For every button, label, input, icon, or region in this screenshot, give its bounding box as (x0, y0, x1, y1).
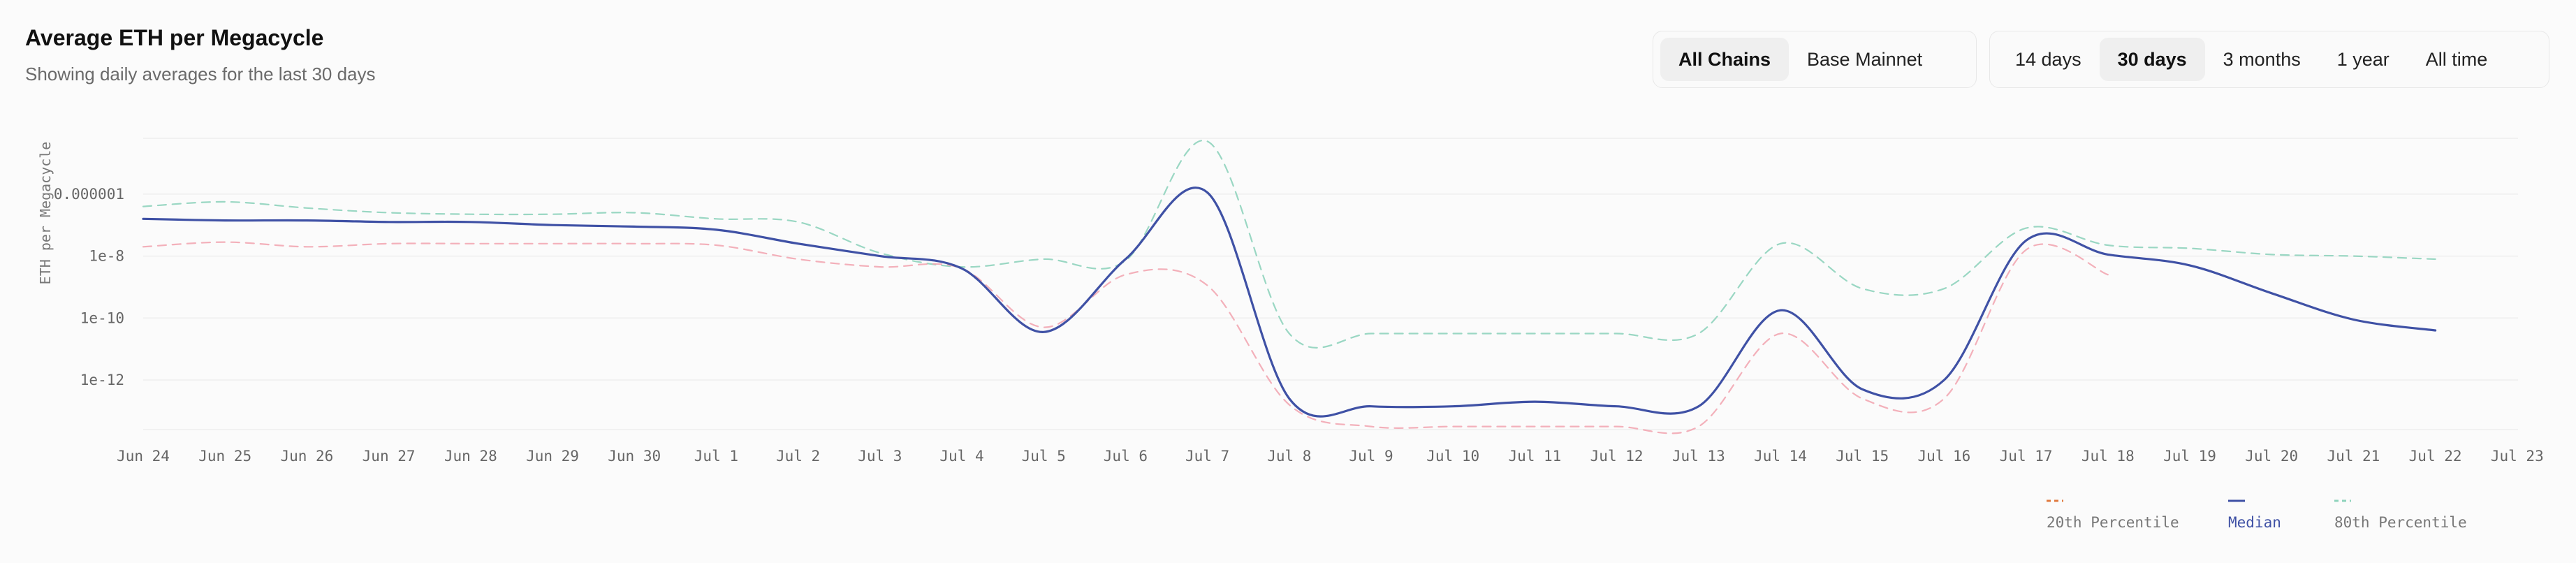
y-axis: 0.000001 1e-8 1e-10 1e-12 ETH per Megacycle (37, 142, 124, 388)
x-axis: Jun 24 Jun 25 Jun 26 Jun 27 Jun 28 Jun 29 Jun … (117, 448, 2544, 465)
x-tick-label: Jul 6 (1104, 448, 1148, 465)
y-tick-label: 1e-12 (80, 372, 124, 388)
x-tick-label: Jul 17 (2000, 448, 2053, 465)
chart-header: Average ETH per Megacycle Showing daily … (25, 25, 376, 85)
chart-subtitle: Showing daily averages for the last 30 d… (25, 64, 376, 85)
range-option-14-days[interactable]: 14 days (2015, 49, 2081, 70)
x-tick-label: Jul 5 (1022, 448, 1066, 465)
x-tick-label: Jun 30 (608, 448, 661, 465)
chain-option-all-chains[interactable]: All Chains (1660, 38, 1790, 81)
chain-filter: All Chains Base Mainnet (1653, 31, 1977, 88)
series-line-p20 (142, 241, 2109, 434)
y-axis-label: ETH per Megacycle (37, 142, 54, 285)
x-tick-label: Jun 26 (280, 448, 333, 465)
x-tick-label: Jul 11 (1508, 448, 1561, 465)
x-tick-label: Jul 7 (1185, 448, 1229, 465)
x-tick-label: Jul 20 (2245, 448, 2298, 465)
x-tick-label: Jun 27 (363, 448, 416, 465)
y-tick-label: 0.000001 (54, 186, 124, 203)
x-tick-label: Jul 2 (776, 448, 820, 465)
x-tick-label: Jul 4 (939, 448, 983, 465)
x-tick-label: Jul 10 (1426, 448, 1479, 465)
x-tick-label: Jul 19 (2163, 448, 2216, 465)
x-tick-label: Jul 16 (1917, 448, 1970, 465)
chart-title: Average ETH per Megacycle (25, 25, 324, 50)
x-tick-label: Jun 24 (117, 448, 170, 465)
x-tick-label: Jul 1 (694, 448, 738, 465)
x-tick-label: Jul 3 (858, 448, 902, 465)
grid-lines (143, 138, 2518, 430)
range-option-all-time[interactable]: All time (2425, 49, 2488, 70)
x-tick-label: Jul 12 (1590, 448, 1644, 465)
range-option-30-days[interactable]: 30 days (2099, 38, 2205, 81)
series-line-p80 (142, 140, 2436, 349)
range-option-3-months[interactable]: 3 months (2223, 49, 2301, 70)
x-tick-label: Jul 18 (2081, 448, 2135, 465)
y-tick-label: 1e-10 (80, 309, 124, 326)
y-tick-label: 1e-8 (89, 248, 124, 265)
legend-label-p20: 20th Percentile (2047, 514, 2179, 531)
x-tick-label: Jul 23 (2491, 448, 2544, 465)
x-tick-label: Jun 29 (526, 448, 579, 465)
series-line-median (142, 187, 2437, 418)
x-tick-label: Jul 15 (1836, 448, 1889, 465)
x-tick-label: Jun 28 (444, 448, 497, 465)
legend-label-median: Median (2228, 514, 2281, 531)
chain-option-base-mainnet[interactable]: Base Mainnet (1807, 49, 1923, 70)
range-option-1-year[interactable]: 1 year (2336, 49, 2390, 70)
x-tick-label: Jul 14 (1754, 448, 1807, 465)
x-tick-label: Jun 25 (198, 448, 251, 465)
x-tick-label: Jul 8 (1267, 448, 1311, 465)
x-tick-label: Jul 21 (2327, 448, 2380, 465)
x-tick-label: Jul 9 (1349, 448, 1393, 465)
time-range-filter: 14 days 30 days 3 months 1 year All time (1989, 31, 2549, 88)
legend: 20th Percentile Median 80th Percentile (2047, 499, 2467, 531)
x-tick-label: Jul 13 (1672, 448, 1725, 465)
legend-label-p80: 80th Percentile (2334, 514, 2467, 531)
x-tick-label: Jul 22 (2409, 448, 2462, 465)
series-lines (142, 140, 2437, 434)
